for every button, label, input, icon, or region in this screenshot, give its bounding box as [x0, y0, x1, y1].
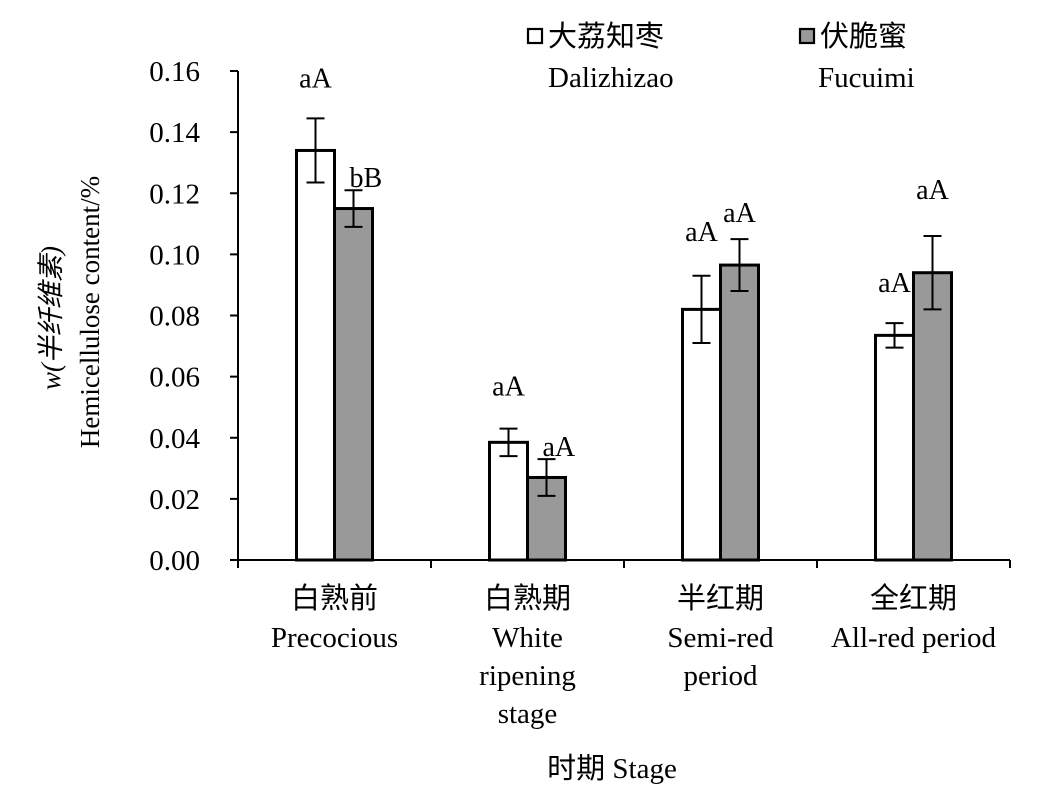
bar-fucuimi: [912, 271, 953, 562]
legend-label-cn-dalizhizao: 大荔知枣: [548, 20, 664, 53]
y-tick-label: 0.02: [149, 484, 200, 516]
bar-dalizhizao: [488, 440, 529, 562]
category-label-en: Precocious: [271, 622, 398, 654]
category-labels: 白熟前 Precocious 白熟期 White ripening stage 半红期 Sem…: [271, 582, 997, 730]
category-label-cn: 全红期: [870, 582, 957, 615]
y-axis-title-line2: Hemicellulose content/%: [75, 176, 105, 448]
legend-label-cn-fucuimi: 伏脆蜜: [820, 20, 907, 53]
legend: 大荔知枣 Dalizhizao 伏脆蜜 Fucuimi: [526, 20, 915, 94]
significance-label: aA: [916, 175, 949, 206]
bars: [295, 148, 953, 562]
category-label-en: ripening: [479, 660, 576, 692]
significance-label: aA: [492, 372, 525, 403]
y-tick-label: 0.06: [149, 362, 200, 394]
bar-fucuimi: [333, 207, 374, 562]
significance-label: aA: [299, 63, 332, 94]
y-tick-label: 0.08: [149, 301, 200, 333]
x-ticks: [237, 560, 1011, 568]
y-tick-label: 0.14: [149, 117, 200, 149]
category-label-en: Semi-red: [667, 622, 774, 654]
x-axis-title: 时期 Stage: [547, 752, 677, 785]
legend-swatch-fucuimi: [798, 27, 816, 45]
y-tick-label: 0.00: [149, 545, 200, 577]
y-axis-title-en: Hemicellulose content/%: [75, 176, 105, 448]
legend-label-en-dalizhizao: Dalizhizao: [548, 62, 674, 94]
category-label-cn: 半红期: [677, 582, 764, 615]
category-label-cn: 白熟前: [291, 582, 378, 615]
y-ticks: 0.00 0.02 0.04 0.06 0.08 0.10 0.12 0.14 0.16: [149, 56, 238, 577]
y-tick-label: 0.10: [149, 239, 200, 271]
significance-label: aA: [685, 217, 718, 248]
bar-dalizhizao: [874, 333, 915, 562]
category-label-en: White: [492, 622, 563, 654]
category-label-en: All-red period: [831, 622, 997, 654]
category-label-cn: 白熟期: [484, 582, 571, 615]
category-label-en: period: [683, 660, 758, 692]
category-label-en: stage: [498, 698, 558, 730]
y-tick-label: 0.12: [149, 178, 200, 210]
significance-label: bB: [350, 163, 383, 194]
y-tick-label: 0.04: [149, 423, 200, 455]
y-tick-label: 0.16: [149, 56, 200, 88]
legend-label-en-fucuimi: Fucuimi: [818, 62, 915, 94]
significance-label: aA: [878, 268, 911, 299]
significance-label: aA: [543, 432, 576, 463]
bar-fucuimi: [719, 263, 760, 562]
bar-dalizhizao: [295, 148, 336, 562]
y-axis-title-line1: w(半纤维素): [36, 246, 66, 390]
significance-label: aA: [723, 198, 756, 229]
error-bars: [306, 117, 942, 497]
legend-swatch-dalizhizao: [526, 27, 544, 45]
bar-dalizhizao: [681, 307, 722, 562]
y-axis-title: w(半纤维素): [36, 246, 66, 390]
bar-fucuimi: [526, 475, 567, 562]
